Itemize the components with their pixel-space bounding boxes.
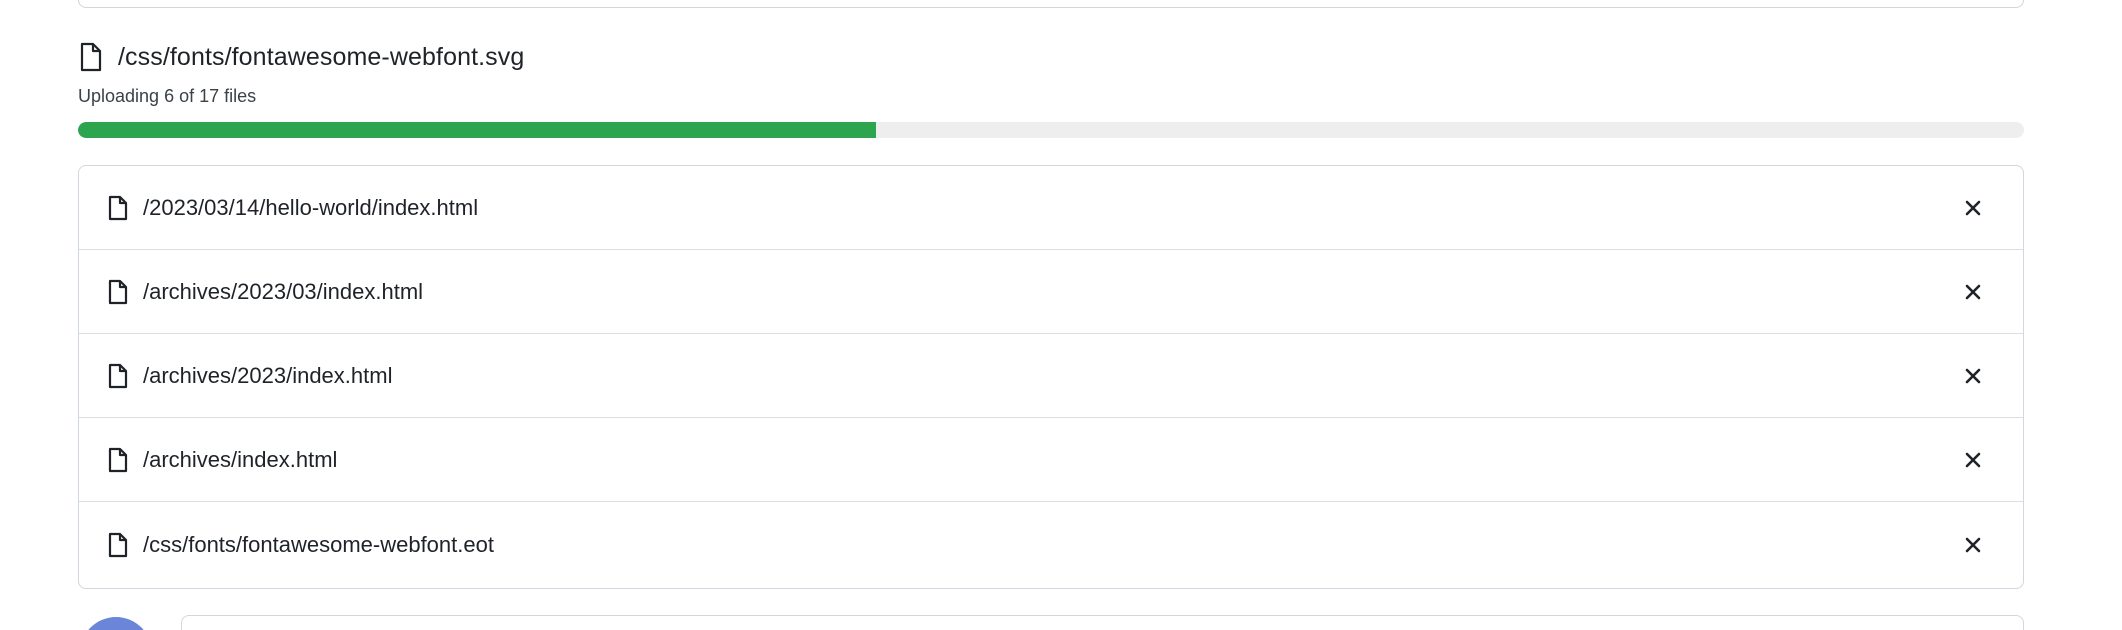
current-upload-file: /css/fonts/fontawesome-webfont.svg bbox=[78, 40, 524, 74]
file-icon bbox=[107, 278, 129, 306]
file-icon bbox=[107, 362, 129, 390]
file-icon bbox=[107, 194, 129, 222]
file-path: /archives/index.html bbox=[143, 446, 338, 472]
file-list-item: /archives/index.html bbox=[79, 418, 2023, 502]
upload-status-text: Uploading 6 of 17 files bbox=[78, 86, 257, 106]
remove-file-button[interactable] bbox=[1959, 194, 1987, 222]
close-icon bbox=[1965, 200, 1981, 215]
upload-progress-fill bbox=[78, 122, 876, 138]
file-path: /archives/2023/index.html bbox=[143, 362, 393, 388]
remove-file-button[interactable] bbox=[1959, 362, 1987, 390]
previous-panel-edge bbox=[78, 0, 2024, 8]
upload-progress-bar bbox=[78, 122, 2024, 138]
remove-file-button[interactable] bbox=[1959, 531, 1987, 559]
close-icon bbox=[1965, 284, 1981, 299]
close-icon bbox=[1965, 368, 1981, 383]
remove-file-button[interactable] bbox=[1959, 278, 1987, 306]
file-path: /css/fonts/fontawesome-webfont.eot bbox=[143, 532, 494, 557]
comment-input-box[interactable] bbox=[181, 615, 2024, 630]
file-list-item: /css/fonts/fontawesome-webfont.eot bbox=[79, 502, 2023, 588]
file-list-item: /2023/03/14/hello-world/index.html bbox=[79, 166, 2023, 250]
file-icon bbox=[107, 531, 129, 559]
avatar bbox=[80, 617, 152, 630]
file-icon bbox=[107, 446, 129, 474]
pending-file-list: /2023/03/14/hello-world/index.html /arch… bbox=[78, 165, 2024, 589]
remove-file-button[interactable] bbox=[1959, 446, 1987, 474]
file-path: /2023/03/14/hello-world/index.html bbox=[143, 194, 479, 220]
file-path: /archives/2023/03/index.html bbox=[143, 278, 424, 304]
close-icon bbox=[1965, 537, 1981, 553]
current-file-name: /css/fonts/fontawesome-webfont.svg bbox=[118, 42, 525, 71]
file-icon bbox=[78, 41, 104, 73]
file-list-item: /archives/2023/03/index.html bbox=[79, 250, 2023, 334]
file-list-item: /archives/2023/index.html bbox=[79, 334, 2023, 418]
close-icon bbox=[1965, 452, 1981, 467]
